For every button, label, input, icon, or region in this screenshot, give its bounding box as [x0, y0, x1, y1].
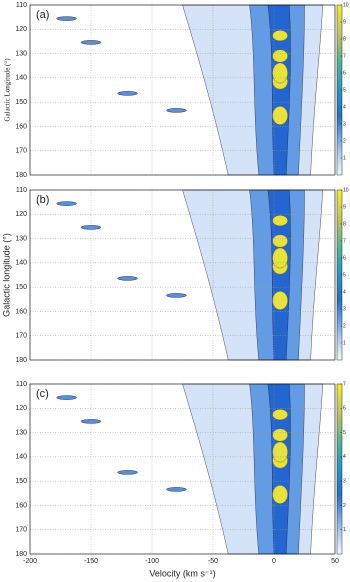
colorbar-tick-label: 4 — [343, 289, 346, 295]
colorbar-tick-label: 2 — [343, 503, 346, 509]
y-tick-label: 130 — [15, 50, 27, 57]
y-tick-label: 160 — [15, 502, 27, 509]
colorbar-tick-label: 10 — [343, 2, 349, 8]
y-tick-label: 170 — [15, 527, 27, 534]
y-tick-label: 180 — [15, 357, 27, 364]
colorbar-tick-label: 7 — [343, 238, 346, 244]
contour-fill — [166, 293, 187, 298]
y-tick-label: 180 — [15, 551, 27, 558]
y-tick-label: 110 — [16, 381, 27, 388]
contour-fill — [272, 441, 288, 463]
y-tick-label: 130 — [15, 235, 27, 242]
contour-fill — [272, 291, 288, 310]
contour-fill — [272, 234, 288, 248]
x-tick-label: -200 — [23, 558, 37, 565]
colorbar-tick-label: 3 — [343, 121, 346, 127]
contour-fill — [272, 30, 288, 42]
x-tick-label: -150 — [84, 558, 98, 565]
contour-fill — [56, 201, 77, 206]
y-tick-label: 170 — [15, 333, 27, 340]
contour-fill — [272, 62, 288, 84]
y-axis-title: Galactic longitude (°) — [1, 233, 11, 317]
colorbar-tick-label: 9 — [343, 19, 346, 25]
colorbar-tick-label: 2 — [343, 323, 346, 329]
colorbar-tick-label: 3 — [343, 478, 346, 484]
x-axis-title: Velocity (km s⁻¹) — [149, 568, 215, 578]
y-tick-label: 150 — [15, 478, 27, 485]
contour-fill — [272, 215, 288, 227]
x-tick-label: 0 — [272, 558, 276, 565]
y-tick-label: 150 — [15, 284, 27, 291]
contour-fill — [56, 16, 77, 21]
colorbar-tick-label: 8 — [343, 221, 346, 227]
panel-label: (b) — [36, 194, 49, 206]
colorbar-tick-label: 7 — [343, 381, 346, 387]
contour-fill — [117, 91, 138, 96]
colorbar-tick-label: 9 — [343, 204, 346, 210]
colorbar-tick-label: 6 — [343, 406, 346, 412]
y-tick-label: 120 — [15, 211, 27, 218]
y-tick-label: 110 — [16, 2, 27, 9]
contour-fill — [166, 487, 187, 492]
colorbar-tick-label: 1 — [343, 155, 346, 161]
colorbar-tick-label: 4 — [343, 454, 346, 460]
plot-frame — [29, 189, 336, 361]
colorbar-tick-label: 8 — [343, 36, 346, 42]
colorbar-tick-label: 1 — [343, 527, 346, 533]
colorbar-tick-label: 10 — [343, 187, 349, 193]
y-tick-label: 170 — [15, 148, 27, 155]
contour-fill — [272, 428, 288, 442]
contour-fill — [272, 106, 288, 125]
y-tick-label: 180 — [15, 172, 27, 179]
contour-fill — [272, 409, 288, 421]
y-tick-label: 110 — [16, 187, 27, 194]
y-tick-label: 130 — [15, 429, 27, 436]
contour-fill — [117, 470, 138, 475]
colorbar-tick-label: 5 — [343, 87, 346, 93]
x-tick-label: -100 — [145, 558, 159, 565]
y-tick-label: 140 — [15, 454, 27, 461]
y-tick-label: 140 — [15, 75, 27, 82]
colorbar-tick-label: 3 — [343, 306, 346, 312]
plot-frame — [29, 4, 336, 176]
contour-fill — [272, 49, 288, 63]
y-tick-label: 120 — [15, 405, 27, 412]
colorbar-tick-label: 7 — [343, 53, 346, 59]
colorbar-tick-label: 2 — [343, 138, 346, 144]
plot-frame — [29, 383, 336, 555]
x-tick-label: -50 — [208, 558, 218, 565]
contour-fill — [272, 247, 288, 269]
colorbar-tick-label: 5 — [343, 272, 346, 278]
y-tick-label: 160 — [15, 123, 27, 130]
y-tick-label: 150 — [15, 99, 27, 106]
y-axis-title: Galactic Longitude (°) — [4, 58, 12, 122]
colorbar-tick-label: 6 — [343, 255, 346, 261]
panel-label: (a) — [36, 9, 49, 21]
colorbar-tick-label: 1 — [343, 340, 346, 346]
colorbar-tick-label: 5 — [343, 430, 346, 436]
contour-fill — [117, 276, 138, 281]
contour-fill — [56, 395, 77, 400]
x-tick-label: 50 — [331, 558, 339, 565]
colorbar-tick-label: 4 — [343, 104, 346, 110]
colorbar — [336, 383, 343, 555]
contour-fill — [166, 108, 187, 113]
y-tick-label: 140 — [15, 260, 27, 267]
contour-fill — [272, 485, 288, 504]
panel-label: (c) — [36, 388, 49, 400]
y-tick-label: 120 — [15, 26, 27, 33]
colorbar-tick-label: 6 — [343, 70, 346, 76]
y-tick-label: 160 — [15, 308, 27, 315]
